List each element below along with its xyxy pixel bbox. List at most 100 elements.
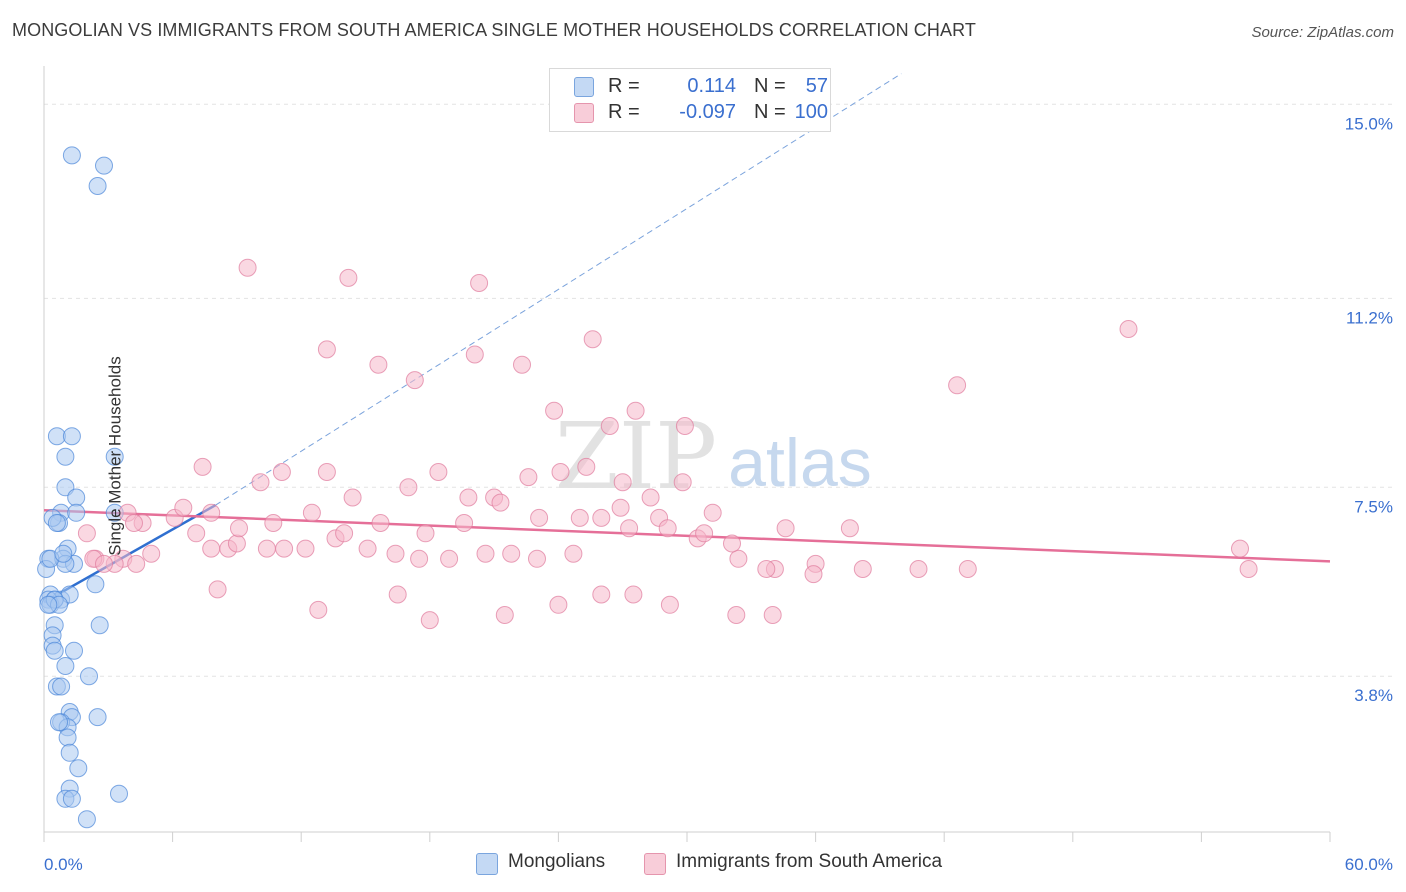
immigrant-point [528,549,546,568]
immigrant-point [763,606,782,624]
x-tick-label: 60.0% [1345,855,1393,874]
immigrant-point [1231,539,1249,558]
immigrant-point [455,514,474,532]
mongolian-point [62,427,81,446]
immigrant-point [948,376,967,395]
immigrant-point [465,345,484,364]
immigrant-point [519,468,538,487]
immigrant-point [583,330,602,349]
immigrant-point [405,371,424,390]
immigrant-point [202,503,221,522]
immigrant-point [142,544,161,563]
immigrant-point [335,524,354,543]
mongolian-point [50,713,68,732]
immigrant-point [302,503,321,522]
immigrant-point [545,401,564,420]
immigrant-point [476,544,495,563]
axes [43,66,1331,842]
immigrant-point [251,473,270,492]
immigrant-point [958,560,977,578]
immigrant-point [227,534,246,553]
immigrant-point [620,519,639,538]
immigrant-point [388,585,407,604]
mongolian-point [80,667,98,686]
immigrant-point [317,340,336,359]
immigrant-point [127,554,146,573]
immigrant-point [420,611,439,630]
legend-label: Immigrants from South America [676,851,943,872]
mongolian-point [88,177,107,195]
mongolian-point [62,789,81,808]
y-tick-label: 3.8% [1354,686,1393,705]
immigrant-point [695,524,714,543]
immigrant-point [611,498,630,517]
immigrant-point [729,549,748,568]
mongolian-point [77,810,96,829]
immigrant-point [275,539,294,558]
data-points [37,146,1258,829]
y-tick-label: 11.2% [1346,308,1393,327]
legend-swatch-blue [574,77,594,97]
immigrant-point [530,508,549,527]
immigrant-point [592,508,611,527]
n-value: 57 [805,75,828,97]
immigrant-point [502,544,521,563]
immigrant-point [723,534,741,553]
mongolian-point [62,146,81,165]
immigrant-trend-line [43,509,1331,563]
y-tick-label: 15.0% [1345,114,1393,133]
mongolian-point [60,743,79,762]
source-note: Source: ZipAtlas.com [1251,24,1394,41]
immigrant-point [202,539,221,558]
immigrant-point [470,274,489,292]
immigrant-point [613,473,632,492]
immigrant-point [600,417,619,435]
legend-swatch-pink [574,103,594,123]
immigrant-point [703,503,722,522]
immigrant-point [296,539,315,558]
immigrant-point [371,514,390,532]
immigrant-point [187,524,206,543]
mongolian-point [56,447,75,466]
immigrant-point [257,539,276,558]
mongolian-point [67,503,86,522]
immigrant-point [840,519,859,538]
immigrant-point [309,600,328,619]
immigrant-point [624,585,643,604]
mongolian-point [47,514,66,532]
immigrant-point [410,549,429,568]
immigrant-point [317,463,336,481]
mongolian-trend-extension [215,73,902,506]
immigrant-point [230,519,248,538]
immigrant-point [658,519,677,538]
mongolian-point [47,427,66,446]
mongolian-point [90,616,109,635]
immigrant-point [343,488,362,507]
mongolian-point [45,641,64,660]
immigrant-point [660,595,679,614]
immigrant-point [264,514,283,532]
mongolian-point [69,759,88,778]
immigrant-point [776,519,795,538]
mongolian-point [58,728,77,747]
y-axis-title: Single Mother Households [105,356,125,556]
n-label: N = [754,75,786,97]
immigrant-point [77,524,96,543]
mongolian-point [52,677,71,696]
legend-swatch-pink [644,853,666,875]
immigrant-point [577,457,596,476]
tick-labels: 3.8% 7.5% 11.2% 15.0% 0.0% 60.0% [44,114,1393,874]
immigrant-point [757,560,776,578]
mongolian-point [110,784,128,803]
mongolian-point [65,641,83,660]
immigrant-point [95,554,113,573]
immigrant-point [491,493,510,512]
mongolian-point [67,488,86,507]
immigrant-point [570,508,589,527]
immigrant-point [440,549,459,568]
immigrant-point [1119,320,1138,338]
immigrant-point [564,544,583,563]
mongolian-point [95,156,113,175]
immigrant-point [386,544,405,563]
